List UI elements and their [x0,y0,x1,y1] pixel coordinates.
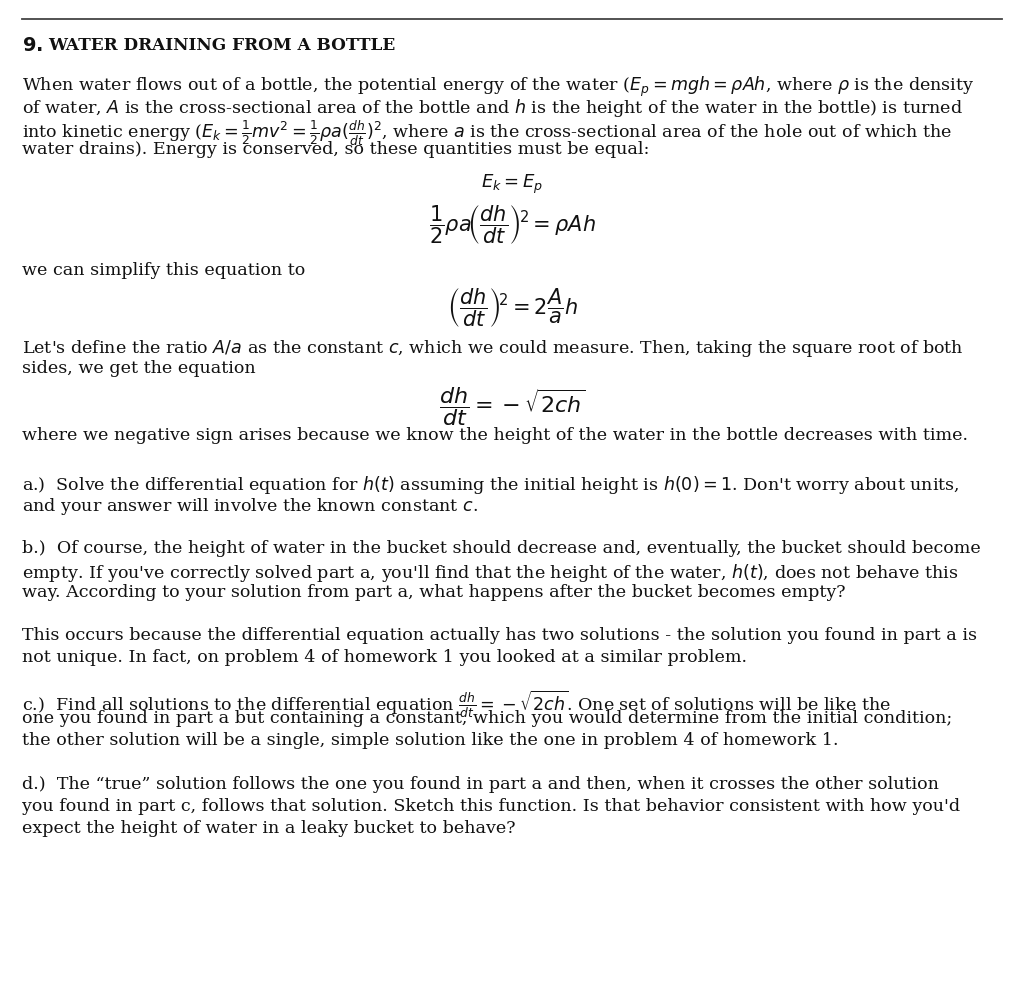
Text: way. According to your solution from part a, what happens after the bucket becom: way. According to your solution from par… [22,584,846,601]
Text: $\mathbf{9.}$: $\mathbf{9.}$ [22,37,43,55]
Text: a.)  Solve the differential equation for $h(t)$ assuming the initial height is $: a.) Solve the differential equation for … [22,474,959,496]
Text: $\dfrac{1}{2}\rho a\!\left(\dfrac{dh}{dt}\right)^{\!2} = \rho Ah$: $\dfrac{1}{2}\rho a\!\left(\dfrac{dh}{dt… [429,203,595,246]
Text: When water flows out of a bottle, the potential energy of the water ($E_p = mgh : When water flows out of a bottle, the po… [22,75,975,100]
Text: $\left(\dfrac{dh}{dt}\right)^{\!2} = 2\dfrac{A}{a}h$: $\left(\dfrac{dh}{dt}\right)^{\!2} = 2\d… [446,286,578,329]
Text: d.)  The “true” solution follows the one you found in part a and then, when it c: d.) The “true” solution follows the one … [22,776,939,793]
Text: $\dfrac{dh}{dt} = -\sqrt{2ch}$: $\dfrac{dh}{dt} = -\sqrt{2ch}$ [438,385,586,428]
Text: expect the height of water in a leaky bucket to behave?: expect the height of water in a leaky bu… [22,820,515,837]
Text: This occurs because the differential equation actually has two solutions - the s: This occurs because the differential equ… [22,627,977,644]
Text: into kinetic energy ($E_k = \frac{1}{2}mv^2 = \frac{1}{2}\rho a(\frac{dh}{dt})^2: into kinetic energy ($E_k = \frac{1}{2}m… [22,119,952,148]
Text: the other solution will be a single, simple solution like the one in problem 4 o: the other solution will be a single, sim… [22,732,839,749]
Text: we can simplify this equation to: we can simplify this equation to [22,262,305,279]
Text: water drains). Energy is conserved, so these quantities must be equal:: water drains). Energy is conserved, so t… [22,141,649,158]
Text: you found in part c, follows that solution. Sketch this function. Is that behavi: you found in part c, follows that soluti… [22,798,961,815]
Text: b.)  Of course, the height of water in the bucket should decrease and, eventuall: b.) Of course, the height of water in th… [22,540,981,557]
Text: not unique. In fact, on problem 4 of homework 1 you looked at a similar problem.: not unique. In fact, on problem 4 of hom… [22,649,746,666]
Text: and your answer will involve the known constant $c$.: and your answer will involve the known c… [22,496,478,517]
Text: Let's define the ratio $A/a$ as the constant $c$, which we could measure. Then, : Let's define the ratio $A/a$ as the cons… [22,338,964,359]
Text: c.)  Find all solutions to the differential equation $\frac{dh}{dt} = -\sqrt{2ch: c.) Find all solutions to the differenti… [22,688,891,720]
Text: empty. If you've correctly solved part a, you'll find that the height of the wat: empty. If you've correctly solved part a… [22,562,958,584]
Text: of water, $A$ is the cross-sectional area of the bottle and $h$ is the height of: of water, $A$ is the cross-sectional are… [22,97,963,119]
Text: WATER DRAINING FROM A BOTTLE: WATER DRAINING FROM A BOTTLE [48,37,395,54]
Text: one you found in part a but containing a constant, which you would determine fro: one you found in part a but containing a… [22,710,952,727]
Text: where we negative sign arises because we know the height of the water in the bot: where we negative sign arises because we… [22,427,968,444]
Text: $E_k = E_p$: $E_k = E_p$ [481,173,543,196]
Text: sides, we get the equation: sides, we get the equation [22,360,256,377]
